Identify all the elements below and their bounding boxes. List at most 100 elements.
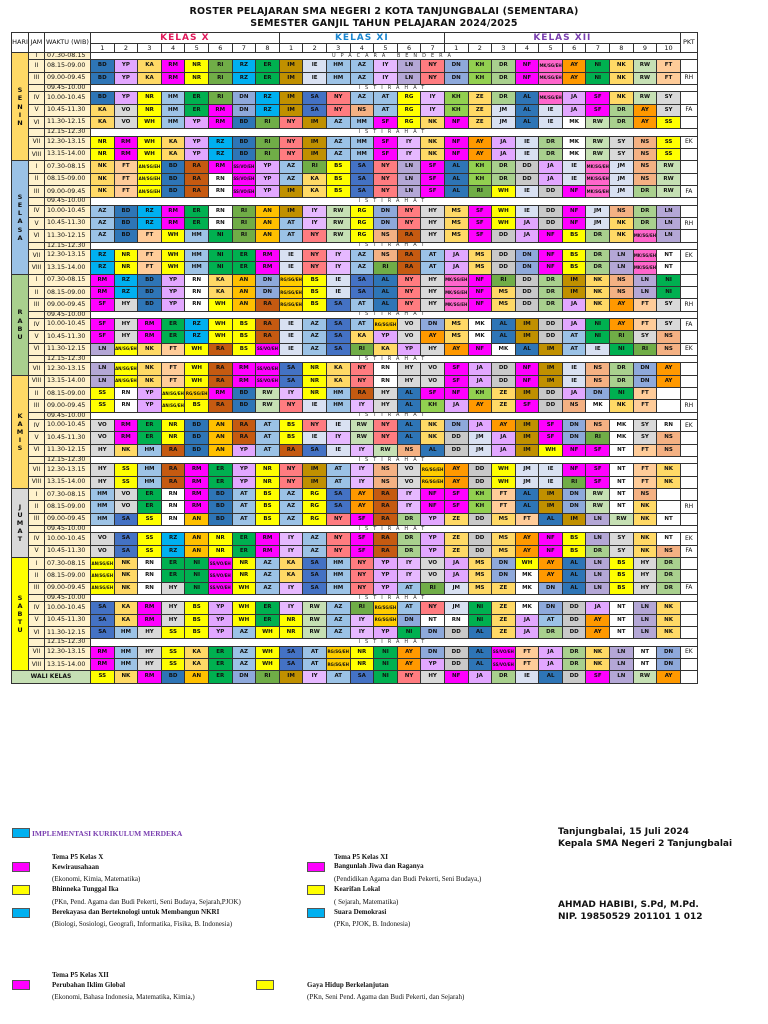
subject-cell: MK/SG/EH: [585, 172, 611, 186]
subject-cell: DN: [373, 204, 398, 218]
header-jam: JAM: [28, 32, 45, 53]
subject-cell: AN: [184, 512, 209, 527]
subject-cell: AY: [349, 487, 375, 502]
class-number: 6: [207, 43, 233, 53]
subject-cell: AY: [443, 463, 469, 477]
subject-cell: BS: [231, 317, 257, 332]
subject-cell: RA: [278, 443, 304, 458]
subject-cell: AT: [231, 487, 257, 502]
x2-sub: (PKn, Pend. Agama dan Budi Pekerti, Seni…: [52, 898, 241, 906]
waktu-cell: 09.00-09.45: [44, 581, 91, 596]
subject-cell: VO: [396, 330, 422, 344]
subject-cell: YP: [184, 135, 209, 149]
subject-cell: HY: [113, 298, 139, 312]
xii1-sub: (Ekonomi, Bahasa Indonesia, Matematika, …: [52, 993, 195, 1001]
schedule-row: VII 12.30-13.15 NR RM WH KA YP RZ BD RI NY IM AZ HM SF…: [12, 135, 698, 149]
subject-cell: NY: [349, 569, 375, 583]
subject-cell: YP: [255, 184, 280, 199]
jam-cell: III: [28, 399, 45, 413]
subject-cell: SY: [609, 544, 634, 559]
subject-cell: AZ: [349, 59, 375, 73]
subject-cell: ER: [255, 59, 280, 73]
subject-cell: MS: [443, 229, 469, 243]
subject-cell: SS: [113, 463, 139, 477]
subject-cell: FT: [514, 512, 540, 527]
subject-cell: WH: [160, 248, 186, 263]
jam-cell: II: [28, 59, 45, 73]
wali-kelas-cell: AL: [538, 670, 563, 684]
subject-cell: RW: [325, 216, 351, 231]
subject-cell: RA: [184, 172, 209, 186]
class-number: 2: [113, 43, 139, 53]
subject-cell: FT: [137, 261, 162, 275]
subject-cell: NI: [184, 569, 209, 583]
schedule-row: K A M I S VIII 13.15-14.00 LN AN/SG/EH NK FT WH RA RM…: [11, 374, 698, 489]
xii2-sub: (PKn, Seni Pend. Agama dan Budi Pekerti,…: [307, 993, 465, 1001]
subject-cell: HY: [137, 645, 162, 660]
jam-cell: IV: [28, 601, 45, 615]
subject-cell: DD: [561, 613, 587, 628]
subject-cell: JA: [561, 317, 587, 332]
subject-cell: ZE: [491, 601, 516, 615]
subject-cell: FT: [160, 362, 186, 376]
subject-cell: IE: [325, 273, 351, 287]
waktu-cell: 07.30-08.15: [44, 487, 91, 502]
subject-cell: SF: [90, 330, 115, 344]
subject-cell: JA: [491, 431, 516, 445]
subject-cell: IM: [278, 184, 304, 199]
subject-cell: AY: [396, 657, 422, 672]
subject-cell: LN: [585, 532, 611, 546]
waktu-cell: 07.30-08.15: [44, 273, 91, 287]
subject-cell: BS: [231, 342, 257, 357]
subject-cell: AL: [514, 342, 540, 357]
subject-cell: AT: [325, 463, 351, 477]
subject-cell: RG/SG/EH: [278, 298, 304, 312]
subject-cell: NK: [656, 613, 681, 628]
subject-cell: DN: [632, 362, 658, 376]
subject-cell: AL: [514, 115, 540, 130]
subject-cell: NF: [420, 487, 445, 502]
subject-cell: MS: [467, 556, 493, 571]
jam-cell: V: [28, 216, 45, 231]
pkt-cell: [679, 670, 698, 684]
subject-cell: NY: [349, 556, 375, 571]
subject-cell: AL: [514, 91, 540, 105]
subject-cell: RZ: [207, 147, 233, 162]
page-title: ROSTER PELAJARAN SMA NEGERI 2 KOTA TANJU…: [189, 6, 579, 17]
subject-cell: AT: [231, 512, 257, 527]
subject-cell: NR: [278, 613, 304, 628]
subject-cell: NI: [373, 657, 398, 672]
subject-cell: SA: [325, 487, 351, 502]
subject-cell: YP: [231, 443, 257, 458]
subject-cell: LN: [585, 556, 611, 571]
subject-cell: BD: [160, 160, 186, 174]
schedule-row: 12.15-12.30 ISTIRAHAT: [12, 241, 698, 250]
pkt-cell: [679, 261, 698, 275]
subject-cell: HY: [90, 463, 115, 477]
schedule-row: II 08.15-09.00 NK FT AN/SG/EH BD RA RN SS/VO/EH Y…: [12, 172, 698, 186]
subject-cell: IY: [420, 103, 445, 117]
subject-cell: RM: [137, 613, 162, 628]
subject-cell: HM: [90, 487, 115, 502]
subject-cell: SF: [585, 463, 611, 477]
subject-cell: DR: [656, 581, 681, 596]
subject-cell: NS: [632, 160, 658, 174]
subject-cell: KA: [90, 115, 115, 130]
subject-cell: RM: [90, 273, 115, 287]
subject-cell: RN: [137, 581, 162, 596]
subject-cell: HM: [184, 261, 209, 275]
pkt-cell: [679, 386, 698, 401]
jam-cell: VI: [28, 115, 45, 130]
subject-cell: IE: [278, 330, 304, 344]
subject-cell: HM: [160, 103, 186, 117]
subject-cell: AN/SG/EH: [137, 172, 162, 186]
wali-kelas-cell: SA: [349, 670, 375, 684]
subject-cell: SA: [113, 544, 139, 559]
legend-xi1-swatch: [307, 862, 325, 872]
pkt-cell: FA: [679, 581, 698, 596]
subject-cell: AZ: [90, 204, 115, 218]
subject-cell: RI: [349, 601, 375, 615]
subject-cell: NF: [561, 463, 587, 477]
subject-cell: YP: [420, 657, 445, 672]
subject-cell: DD: [514, 273, 540, 287]
